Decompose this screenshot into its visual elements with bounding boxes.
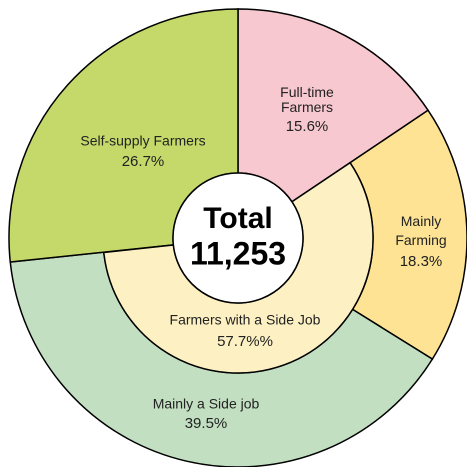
- center-circle: [172, 172, 304, 304]
- label-line: Farming: [395, 232, 446, 248]
- label-line: Mainly: [401, 213, 441, 229]
- value-label: 39.5%: [185, 415, 228, 432]
- value-label: 15.6%: [286, 118, 329, 135]
- center-total: 11,253: [190, 235, 286, 271]
- inner-label: Farmers with a Side Job: [170, 312, 321, 328]
- value-label: 18.3%: [400, 253, 443, 270]
- category-label: Mainly Farming: [395, 213, 446, 248]
- value-label: 26.7%: [122, 153, 165, 170]
- inner-value-label: 57.7%%: [217, 333, 273, 350]
- category-label: Mainly a Side job: [153, 396, 260, 412]
- category-label: Full-time Farmers: [280, 84, 334, 115]
- label-line: Full-time: [280, 84, 334, 100]
- center-title: Total: [203, 202, 272, 235]
- label-line: Farmers: [281, 99, 333, 115]
- category-label: Self-supply Farmers: [80, 133, 205, 149]
